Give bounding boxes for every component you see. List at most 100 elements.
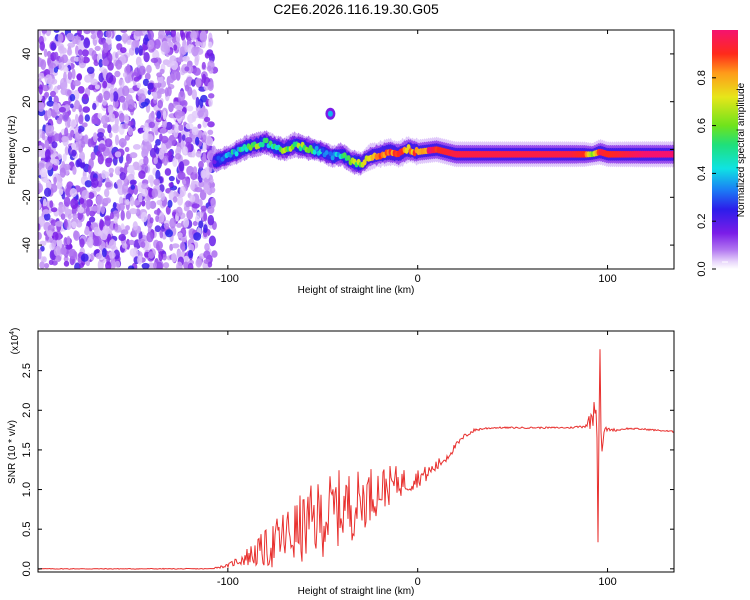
- noise-speckle: [97, 153, 104, 165]
- noise-speckle: [73, 56, 80, 62]
- noise-speckle: [155, 261, 163, 269]
- noise-speckle: [147, 82, 154, 90]
- x-tick-label: 0: [415, 576, 421, 588]
- noise-speckle: [105, 72, 114, 84]
- noise-speckle: [84, 114, 91, 122]
- noise-speckle: [91, 114, 99, 125]
- noise-speckle: [154, 225, 161, 233]
- noise-speckle: [82, 56, 90, 64]
- noise-speckle: [103, 42, 109, 53]
- noise-speckle: [191, 126, 199, 136]
- noise-speckle: [114, 166, 122, 176]
- noise-speckle: [101, 58, 110, 67]
- noise-speckle: [62, 163, 71, 171]
- noise-speckle: [158, 88, 166, 95]
- noise-speckle: [41, 130, 46, 141]
- noise-speckle: [122, 183, 129, 194]
- noise-speckle: [85, 206, 90, 217]
- noise-speckle: [136, 165, 142, 171]
- noise-speckle: [177, 171, 186, 180]
- noise-speckle: [186, 210, 194, 220]
- noise-speckle: [210, 197, 216, 209]
- noise-speckle: [79, 262, 84, 269]
- noise-speckle: [119, 172, 126, 181]
- noise-speckle: [185, 123, 194, 130]
- snr-multiplier: (x104): [9, 328, 21, 355]
- noise-speckle: [48, 259, 54, 265]
- ridge-core: [324, 150, 329, 156]
- noise-speckle: [141, 144, 150, 155]
- noise-speckle: [122, 123, 129, 130]
- noise-speckle: [184, 44, 189, 53]
- noise-speckle: [179, 185, 186, 197]
- x-tick-label: 100: [598, 576, 616, 588]
- noise-speckle: [64, 146, 69, 156]
- noise-speckle: [200, 205, 207, 212]
- noise-speckle: [95, 195, 104, 205]
- noise-speckle: [129, 196, 135, 207]
- noise-speckle: [69, 93, 76, 102]
- noise-speckle: [40, 167, 47, 178]
- noise-speckle: [211, 250, 218, 258]
- noise-speckle: [38, 183, 44, 194]
- noise-speckle: [38, 231, 42, 240]
- colorbar-tick-label: 0.6: [696, 118, 708, 133]
- noise-speckle: [192, 166, 198, 174]
- noise-speckle: [40, 245, 45, 252]
- ridge-core: [260, 142, 265, 148]
- noise-speckle: [157, 76, 164, 84]
- noise-speckle: [74, 100, 81, 110]
- noise-speckle: [130, 184, 136, 190]
- noise-speckle: [53, 66, 59, 73]
- snr-multiplier-base: (x10: [10, 334, 21, 354]
- noise-speckle: [198, 160, 204, 169]
- noise-speckle: [141, 262, 150, 269]
- x-tick-label: -100: [217, 576, 239, 588]
- noise-speckle: [164, 168, 172, 176]
- noise-speckle: [148, 251, 155, 259]
- noise-speckle: [165, 121, 173, 131]
- noise-speckle: [110, 92, 114, 103]
- noise-speckle: [175, 31, 181, 43]
- noise-speckle: [153, 261, 157, 269]
- noise-speckle: [62, 111, 69, 122]
- x-tick-label: -100: [217, 273, 239, 285]
- noise-speckle: [105, 157, 112, 168]
- noise-speckle: [55, 220, 64, 227]
- noise-speckle: [133, 200, 140, 206]
- noise-speckle: [56, 117, 63, 125]
- spectrogram-panel: -100 0 100 -40 -20 0 20 40 Height of straight …: [7, 29, 675, 296]
- noise-speckle: [171, 243, 180, 249]
- noise-speckle: [148, 121, 155, 128]
- noise-speckle: [195, 150, 202, 158]
- noise-speckle: [73, 80, 81, 87]
- noise-speckle: [79, 197, 85, 205]
- noise-speckle: [148, 112, 155, 124]
- noise-speckle: [120, 47, 127, 54]
- noise-speckle: [115, 59, 123, 70]
- noise-speckle: [112, 125, 119, 132]
- noise-speckle: [71, 68, 76, 80]
- noise-speckle: [61, 81, 68, 91]
- noise-speckle: [209, 177, 214, 184]
- noise-speckle: [98, 93, 103, 103]
- noise-speckle: [90, 78, 98, 86]
- noise-speckle: [57, 43, 65, 54]
- noise-speckle: [38, 84, 43, 95]
- noise-speckle: [104, 138, 113, 148]
- y-tick-label: -20: [21, 189, 33, 205]
- noise-speckle: [124, 162, 129, 168]
- noise-speckle: [77, 206, 85, 214]
- noise-speckle: [178, 90, 186, 102]
- noise-speckle: [45, 161, 53, 171]
- noise-speckle: [38, 200, 41, 210]
- snr-multiplier-close: ): [10, 328, 21, 331]
- noise-speckle: [84, 225, 90, 236]
- noise-speckle: [195, 136, 200, 146]
- noise-speckle: [119, 112, 125, 123]
- noise-speckle: [44, 187, 52, 197]
- noise-speckle: [122, 72, 127, 78]
- noise-speckle: [122, 102, 126, 111]
- noise-speckle: [121, 242, 128, 249]
- noise-speckle: [182, 55, 190, 62]
